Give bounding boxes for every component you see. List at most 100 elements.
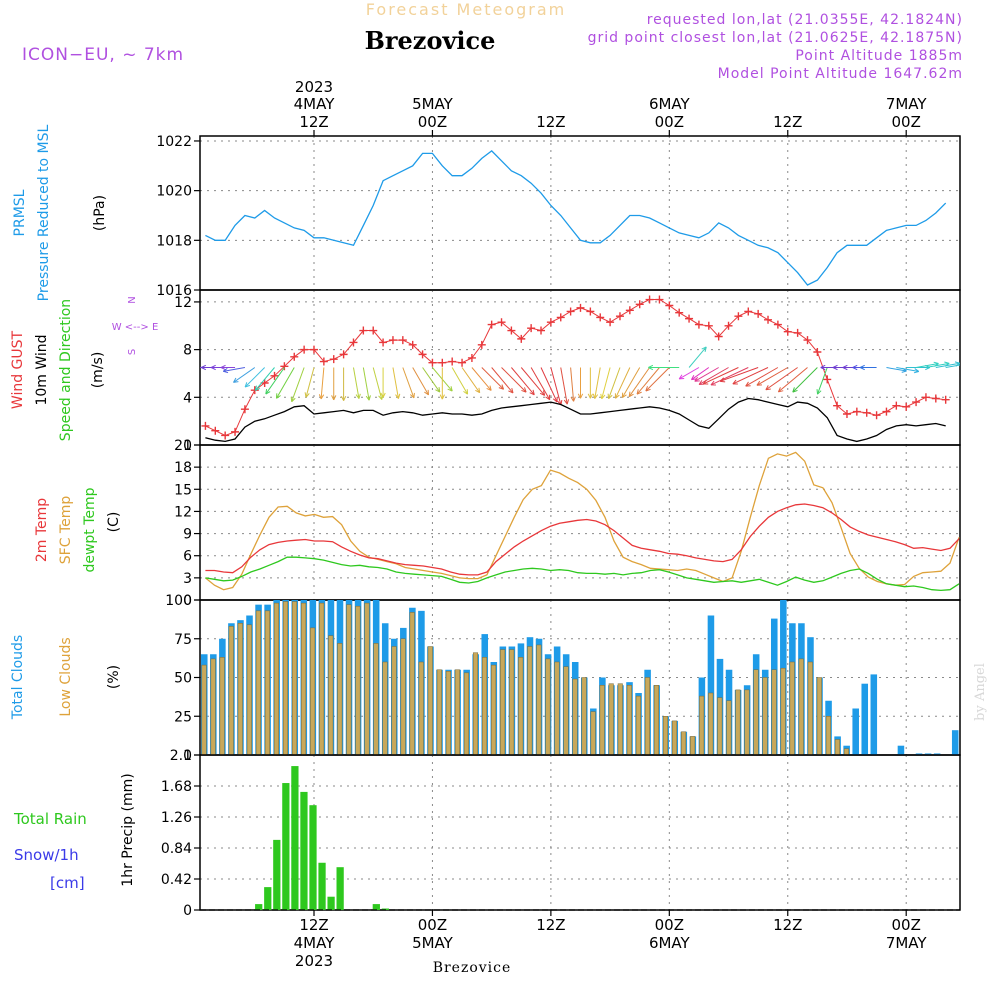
pressure-line — [205, 150, 947, 286]
gust-marker — [349, 338, 358, 347]
wind-arrow — [305, 367, 315, 398]
low-cloud-bar — [482, 657, 488, 756]
low-cloud-bar — [255, 610, 261, 756]
gust-marker — [724, 321, 733, 330]
gust-marker — [635, 300, 644, 309]
low-cloud-bar — [346, 604, 352, 756]
wind-arrow — [608, 367, 621, 399]
wind-arrow — [691, 367, 710, 381]
wind-arrowhead — [745, 381, 751, 387]
wind-arrowhead — [792, 387, 798, 393]
wind-arrowhead — [463, 389, 469, 395]
pressure-labels: PRMSL Pressure Reduced to MSL (hPa) — [12, 124, 108, 301]
wind-arrowhead — [563, 399, 570, 405]
top-date-label: 6MAY — [649, 95, 691, 113]
temp-sfc-label: SFC Temp — [58, 496, 74, 565]
wind-arrowhead — [529, 389, 535, 396]
wind-arrowhead — [265, 389, 271, 395]
bottom-location-label: Brezovice — [433, 960, 512, 976]
gust-marker — [477, 340, 486, 349]
low-cloud-bar — [789, 661, 795, 756]
wind-arrowhead — [318, 394, 325, 400]
wind-arrowhead — [340, 395, 347, 401]
low-cloud-bar — [491, 664, 497, 756]
gust-marker — [250, 386, 259, 395]
snow-unit-label: [cm] — [50, 874, 85, 892]
wind-arrowhead — [521, 387, 527, 393]
y-tick-label: 0.84 — [161, 841, 192, 857]
low-cloud-bar — [798, 658, 804, 756]
gust-line — [205, 299, 946, 437]
wind-arrowhead — [570, 396, 576, 402]
low-cloud-bar — [246, 624, 252, 756]
panels: 1016101810201022048120369121518210255075… — [156, 134, 961, 919]
wind-series — [191, 295, 960, 443]
wind-arrowhead — [636, 389, 642, 395]
y-tick-label: 0 — [183, 748, 192, 764]
gust-marker — [438, 358, 447, 367]
gust-marker — [872, 411, 881, 420]
low-cloud-bar — [626, 685, 632, 756]
wind-arrow — [392, 367, 399, 399]
low-cloud-bar — [500, 649, 506, 756]
wind-arrow — [362, 367, 370, 401]
gust-marker — [912, 398, 921, 407]
wind-arrowhead — [380, 392, 386, 398]
wind-arrow — [778, 367, 808, 393]
cloud-unit-label: (%) — [106, 665, 122, 689]
low-cloud-bar — [662, 716, 669, 756]
gust-marker — [754, 309, 763, 318]
low-cloud-bar — [237, 623, 243, 756]
wind-arrowhead — [304, 392, 310, 398]
wind-arrowhead — [290, 396, 296, 403]
gust-marker — [823, 375, 832, 384]
gust-marker — [300, 345, 309, 354]
precip-unit-label: 1hr Precip (mm) — [120, 773, 136, 886]
wind-arrowhead — [254, 385, 261, 391]
gust-marker — [398, 336, 407, 345]
low-cloud-bar — [644, 677, 650, 756]
y-tick-label: 0 — [183, 593, 192, 609]
prmsl-label: PRMSL — [12, 189, 28, 236]
gust-marker — [329, 355, 338, 364]
sfc-temp-line — [204, 451, 960, 591]
wind-arrowhead — [539, 390, 546, 396]
gust-marker — [418, 350, 427, 359]
gust-marker — [408, 340, 417, 349]
low-cloud-bar — [699, 695, 705, 756]
gust-marker — [744, 307, 753, 316]
wind-arrow — [645, 367, 670, 392]
compass-we: W <--> E — [112, 322, 159, 333]
total-cloud-bar — [852, 708, 859, 755]
wind-arrowhead — [719, 377, 726, 383]
low-cloud-bar — [608, 683, 614, 756]
wind-arrowhead — [191, 365, 196, 369]
wind-arrow — [896, 367, 919, 372]
wind-arrow — [710, 367, 749, 386]
temp-unit-label: (C) — [106, 512, 122, 533]
low-cloud-bar — [735, 689, 741, 756]
low-cloud-bar — [843, 748, 849, 756]
low-cloud-bar — [427, 646, 433, 756]
y-tick-label: 18 — [174, 460, 192, 476]
wind-arrowhead — [435, 387, 441, 393]
total-clouds-label: Total Clouds — [10, 635, 26, 720]
gust-marker — [339, 350, 348, 359]
y-tick-label: 1020 — [156, 184, 192, 200]
bottom-date-label: 7MAY — [886, 934, 928, 952]
low-cloud-bar — [319, 602, 325, 756]
wind-arrowhead — [607, 393, 613, 400]
gust-marker — [685, 314, 694, 323]
wind-arrow — [540, 367, 558, 403]
rain-bar — [309, 805, 317, 910]
gust-marker — [675, 308, 684, 317]
low-cloud-bar — [373, 643, 379, 756]
low-cloud-bar — [382, 661, 388, 756]
bottom-date-label: 6MAY — [649, 934, 691, 952]
gust-marker — [507, 326, 516, 335]
wind-arrow — [291, 367, 305, 402]
low-cloud-bar — [753, 669, 759, 756]
temperature-labels: 2m Temp SFC Temp dewpt Temp (C) — [34, 487, 122, 572]
